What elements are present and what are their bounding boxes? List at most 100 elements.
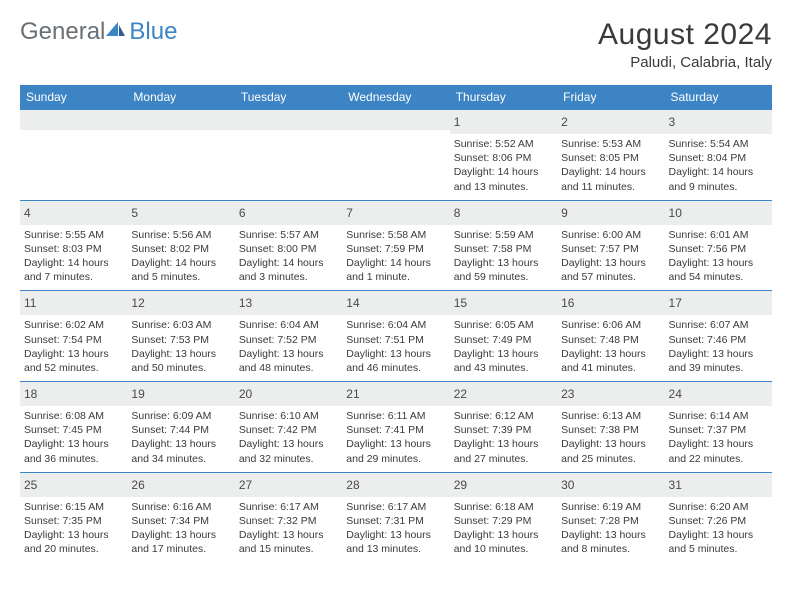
day-info: Sunrise: 5:52 AMSunset: 8:06 PMDaylight:…	[454, 137, 553, 194]
month-title: August 2024	[598, 18, 772, 52]
calendar-cell: 13 Sunrise: 6:04 AMSunset: 7:52 PMDayligh…	[235, 291, 342, 382]
calendar-cell	[342, 110, 449, 201]
day-info: Sunrise: 5:53 AMSunset: 8:05 PMDaylight:…	[561, 137, 660, 194]
calendar-cell: 27Sunrise: 6:17 AMSunset: 7:32 PMDayligh…	[235, 472, 342, 562]
calendar-cell: 28 Sunrise: 6:17 AMSunset: 7:31 PMDayligh…	[342, 472, 449, 562]
calendar-cell: 12 Sunrise: 6:03 AMSunset: 7:53 PMDayligh…	[127, 291, 234, 382]
date-number: 28	[346, 478, 359, 492]
day-info: Sunrise: 6:17 AMSunset: 7:31 PMDaylight:…	[346, 500, 445, 557]
day-info: Sunrise: 6:10 AMSunset: 7:42 PMDaylight:…	[239, 409, 338, 466]
date-number: 6	[239, 206, 246, 220]
date-row: 5	[127, 201, 234, 225]
day-header: Wednesday	[342, 85, 449, 110]
date-row: 21	[342, 382, 449, 406]
date-row: 23	[557, 382, 664, 406]
day-header-row: SundayMondayTuesdayWednesdayThursdayFrid…	[20, 85, 772, 110]
day-info: Sunrise: 6:04 AMSunset: 7:52 PMDaylight:…	[239, 318, 338, 375]
date-number: 15	[454, 296, 467, 310]
calendar-cell: 31Sunrise: 6:20 AMSunset: 7:26 PMDayligh…	[665, 472, 772, 562]
date-row: 9	[557, 201, 664, 225]
calendar-week-row: 25Sunrise: 6:15 AMSunset: 7:35 PMDayligh…	[20, 472, 772, 562]
date-number: 29	[454, 478, 467, 492]
calendar-cell: 22 Sunrise: 6:12 AMSunset: 7:39 PMDayligh…	[450, 382, 557, 473]
date-row: 29	[450, 473, 557, 497]
day-header: Friday	[557, 85, 664, 110]
date-number: 9	[561, 206, 568, 220]
logo: General Blue	[20, 18, 177, 46]
date-row: 4	[20, 201, 127, 225]
calendar-cell: 9 Sunrise: 6:00 AMSunset: 7:57 PMDaylight…	[557, 200, 664, 291]
calendar-cell: 5Sunrise: 5:56 AMSunset: 8:02 PMDaylight…	[127, 200, 234, 291]
day-info: Sunrise: 5:55 AMSunset: 8:03 PMDaylight:…	[24, 228, 123, 285]
calendar-cell	[20, 110, 127, 201]
calendar-cell: 23Sunrise: 6:13 AMSunset: 7:38 PMDayligh…	[557, 382, 664, 473]
day-info: Sunrise: 6:05 AMSunset: 7:49 PMDaylight:…	[454, 318, 553, 375]
day-info: Sunrise: 6:03 AMSunset: 7:53 PMDaylight:…	[131, 318, 230, 375]
day-info: Sunrise: 6:06 AMSunset: 7:48 PMDaylight:…	[561, 318, 660, 375]
date-number: 8	[454, 206, 461, 220]
date-row: 2	[557, 110, 664, 134]
logo-text-blue: Blue	[129, 18, 177, 46]
date-number: 21	[346, 387, 359, 401]
date-number: 2	[561, 115, 568, 129]
calendar-cell: 14Sunrise: 6:04 AMSunset: 7:51 PMDayligh…	[342, 291, 449, 382]
date-row: 8	[450, 201, 557, 225]
calendar-cell: 15 Sunrise: 6:05 AMSunset: 7:49 PMDayligh…	[450, 291, 557, 382]
day-info: Sunrise: 5:59 AMSunset: 7:58 PMDaylight:…	[454, 228, 553, 285]
calendar-cell: 26Sunrise: 6:16 AMSunset: 7:34 PMDayligh…	[127, 472, 234, 562]
date-number: 31	[669, 478, 682, 492]
calendar-cell	[127, 110, 234, 201]
date-number: 16	[561, 296, 574, 310]
date-number: 10	[669, 206, 682, 220]
date-number: 12	[131, 296, 144, 310]
day-info: Sunrise: 6:02 AMSunset: 7:54 PMDaylight:…	[24, 318, 123, 375]
calendar-cell: 18Sunrise: 6:08 AMSunset: 7:45 PMDayligh…	[20, 382, 127, 473]
day-info: Sunrise: 6:16 AMSunset: 7:34 PMDaylight:…	[131, 500, 230, 557]
empty-date-row	[235, 110, 342, 130]
day-info: Sunrise: 6:01 AMSunset: 7:56 PMDaylight:…	[669, 228, 768, 285]
day-info: Sunrise: 6:00 AMSunset: 7:57 PMDaylight:…	[561, 228, 660, 285]
day-info: Sunrise: 6:19 AMSunset: 7:28 PMDaylight:…	[561, 500, 660, 557]
logo-sail-icon	[105, 21, 127, 39]
day-info: Sunrise: 5:54 AMSunset: 8:04 PMDaylight:…	[669, 137, 768, 194]
empty-date-row	[342, 110, 449, 130]
date-row: 6	[235, 201, 342, 225]
calendar-cell: 21Sunrise: 6:11 AMSunset: 7:41 PMDayligh…	[342, 382, 449, 473]
day-info: Sunrise: 6:18 AMSunset: 7:29 PMDaylight:…	[454, 500, 553, 557]
date-number: 30	[561, 478, 574, 492]
day-info: Sunrise: 6:09 AMSunset: 7:44 PMDaylight:…	[131, 409, 230, 466]
header: General Blue August 2024 Paludi, Calabri…	[20, 18, 772, 71]
date-row: 11	[20, 291, 127, 315]
calendar-cell: 17 Sunrise: 6:07 AMSunset: 7:46 PMDayligh…	[665, 291, 772, 382]
date-row: 18	[20, 382, 127, 406]
date-number: 23	[561, 387, 574, 401]
date-row: 31	[665, 473, 772, 497]
title-block: August 2024 Paludi, Calabria, Italy	[598, 18, 772, 71]
day-header: Sunday	[20, 85, 127, 110]
date-row: 14	[342, 291, 449, 315]
day-info: Sunrise: 6:12 AMSunset: 7:39 PMDaylight:…	[454, 409, 553, 466]
location-text: Paludi, Calabria, Italy	[598, 54, 772, 71]
day-header: Monday	[127, 85, 234, 110]
date-row: 10	[665, 201, 772, 225]
date-number: 22	[454, 387, 467, 401]
date-number: 5	[131, 206, 138, 220]
date-row: 19	[127, 382, 234, 406]
date-number: 14	[346, 296, 359, 310]
day-info: Sunrise: 6:07 AMSunset: 7:46 PMDaylight:…	[669, 318, 768, 375]
date-row: 17	[665, 291, 772, 315]
calendar-cell: 16 Sunrise: 6:06 AMSunset: 7:48 PMDayligh…	[557, 291, 664, 382]
date-row: 1	[450, 110, 557, 134]
day-header: Tuesday	[235, 85, 342, 110]
date-number: 11	[24, 296, 36, 310]
day-header: Saturday	[665, 85, 772, 110]
calendar-cell: 6Sunrise: 5:57 AMSunset: 8:00 PMDaylight…	[235, 200, 342, 291]
date-row: 22	[450, 382, 557, 406]
date-number: 27	[239, 478, 252, 492]
date-row: 25	[20, 473, 127, 497]
date-row: 24	[665, 382, 772, 406]
date-number: 13	[239, 296, 252, 310]
date-number: 1	[454, 115, 461, 129]
calendar-cell: 1 Sunrise: 5:52 AMSunset: 8:06 PMDaylight…	[450, 110, 557, 201]
calendar-cell: 7Sunrise: 5:58 AMSunset: 7:59 PMDaylight…	[342, 200, 449, 291]
